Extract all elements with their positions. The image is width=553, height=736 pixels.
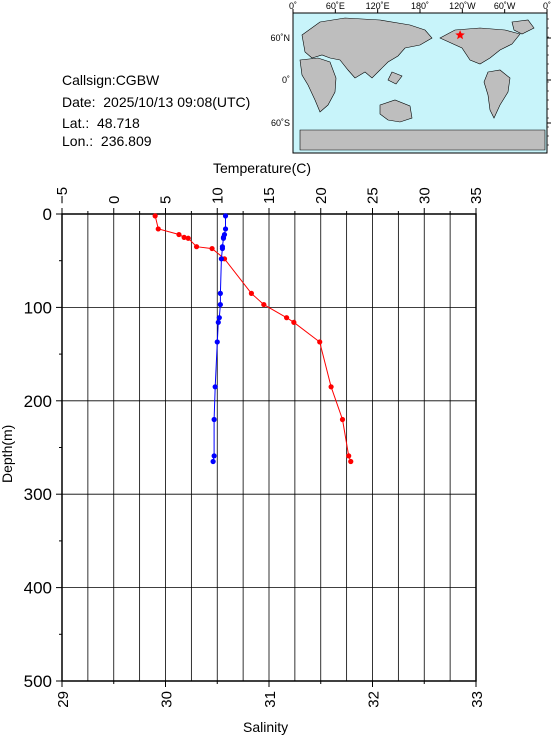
data-point — [176, 231, 182, 238]
y-tick-label: 300 — [24, 485, 52, 504]
map-lat-label: 0˚ — [282, 75, 290, 85]
map-lon-label: 60˚W — [494, 1, 516, 11]
top-tick-label: −5 — [54, 187, 71, 204]
map-lat-label: 60˚S — [271, 118, 290, 128]
data-point — [209, 245, 215, 252]
data-point — [220, 235, 227, 241]
data-point — [218, 256, 224, 262]
data-point — [155, 226, 161, 232]
data-point — [222, 213, 229, 219]
data-point — [214, 339, 220, 345]
map-lon-label: 180˚ — [411, 1, 429, 11]
top-tick-label: 25 — [365, 187, 382, 204]
data-point — [346, 453, 352, 459]
plot-frame — [61, 213, 477, 682]
top-tick-label: 35 — [468, 187, 485, 204]
map-lon-label: 120˚E — [366, 1, 390, 11]
series-line-salinity — [212, 215, 226, 462]
top-tick-label: 15 — [261, 187, 278, 204]
bottom-tick-label: 33 — [469, 691, 486, 708]
data-point — [328, 384, 334, 390]
data-point — [152, 213, 158, 219]
map-lat-label: 60˚N — [270, 33, 290, 43]
data-point — [217, 290, 223, 296]
data-point — [210, 458, 216, 465]
top-axis-label: Temperature(C) — [213, 160, 312, 176]
top-tick-label: 10 — [209, 187, 226, 204]
data-point — [248, 290, 255, 296]
map-lon-label: 0˚ — [543, 1, 551, 11]
data-point — [219, 244, 226, 250]
data-point — [283, 315, 290, 321]
data-point — [339, 416, 346, 423]
series-line-temperature — [154, 215, 352, 462]
map-lon-label: 120˚W — [449, 1, 476, 11]
data-point — [211, 453, 217, 459]
data-point — [348, 458, 354, 465]
map-lon-label: 0˚ — [289, 1, 297, 11]
data-point — [221, 231, 228, 238]
data-point — [211, 416, 217, 423]
latitude-text: Lat.: 48.718 — [62, 115, 140, 131]
bottom-tick-label: 29 — [55, 691, 72, 708]
top-tick-label: 30 — [416, 187, 433, 204]
data-point — [215, 319, 221, 325]
data-point — [212, 384, 218, 390]
y-axis-label: Depth(m) — [0, 424, 15, 483]
data-point — [220, 234, 227, 240]
data-point — [317, 339, 323, 345]
world-map: 0˚ 60˚E 120˚E 180˚ 120˚W 60˚W 0˚ 60˚N 0˚ 60˚S — [270, 1, 551, 154]
y-tick-label: 0 — [43, 205, 52, 224]
y-tick-label: 100 — [24, 298, 52, 317]
top-tick-label: 20 — [313, 187, 330, 204]
station-star-icon — [455, 30, 465, 40]
y-tick-label: 500 — [24, 672, 52, 691]
data-point — [193, 244, 200, 250]
data-point — [181, 234, 187, 240]
data-point — [291, 319, 297, 325]
callsign-text: Callsign:CGBW — [62, 72, 160, 88]
top-tick-label: 5 — [158, 196, 175, 204]
data-point — [261, 301, 267, 308]
date-text: Date: 2025/10/13 09:08(UTC) — [62, 94, 251, 110]
data-point — [185, 235, 191, 241]
map-land — [299, 17, 546, 151]
data-point — [219, 245, 226, 252]
y-tick-label: 200 — [24, 392, 52, 411]
bottom-tick-label: 31 — [262, 691, 279, 708]
top-tick-label: 0 — [106, 196, 123, 204]
bottom-tick-label: 32 — [366, 691, 383, 708]
bottom-axis-label: Salinity — [243, 719, 289, 735]
data-point — [222, 226, 229, 232]
map-lon-label: 60˚E — [326, 1, 345, 11]
data-point — [216, 315, 222, 321]
map-graticule — [292, 9, 551, 146]
y-tick-label: 400 — [24, 579, 52, 598]
longitude-text: Lon.: 236.809 — [62, 133, 152, 149]
data-point — [217, 301, 223, 308]
bottom-tick-label: 30 — [159, 691, 176, 708]
data-point — [221, 256, 228, 262]
